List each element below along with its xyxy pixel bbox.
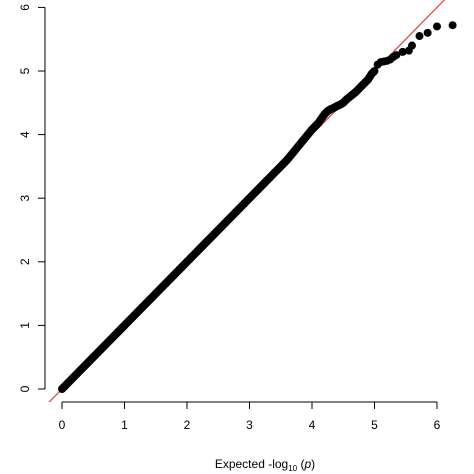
y-tick-label: 6 (18, 4, 32, 11)
x-axis-title-paren-close: ) (311, 457, 315, 471)
data-point (398, 47, 407, 56)
data-point (433, 22, 441, 31)
x-tick-label: 2 (184, 418, 191, 432)
x-axis-title-italic: p (303, 457, 311, 471)
data-point (408, 41, 416, 50)
data-point (370, 67, 379, 75)
x-tick-label: 6 (434, 418, 441, 432)
data-point (448, 21, 457, 30)
y-tick-label: 1 (18, 322, 32, 329)
y-tick-label: 2 (18, 258, 32, 265)
data-point (415, 32, 424, 41)
y-axis: 0 1 2 3 4 5 6 (18, 4, 46, 392)
y-tick-label: 3 (18, 195, 32, 202)
x-tick-label: 3 (246, 418, 253, 432)
x-tick-label: 0 (59, 418, 66, 432)
x-tick-label: 5 (371, 418, 378, 432)
y-tick-label: 5 (18, 67, 32, 74)
x-axis: 0 1 2 3 4 5 6 (59, 401, 441, 432)
x-axis-title-main: Expected -log (215, 457, 288, 471)
y-tick-label: 4 (18, 131, 32, 138)
x-axis-title-paren-open: ( (297, 457, 304, 471)
x-axis-title: Expected -log10 (p) (215, 457, 315, 473)
data-point (392, 51, 401, 60)
x-tick-label: 1 (121, 418, 128, 432)
x-tick-label: 4 (309, 418, 316, 432)
y-tick-label: 0 (18, 385, 32, 392)
data-point (423, 28, 432, 37)
x-axis-title-subscript: 10 (288, 464, 297, 473)
points-layer (58, 21, 457, 393)
